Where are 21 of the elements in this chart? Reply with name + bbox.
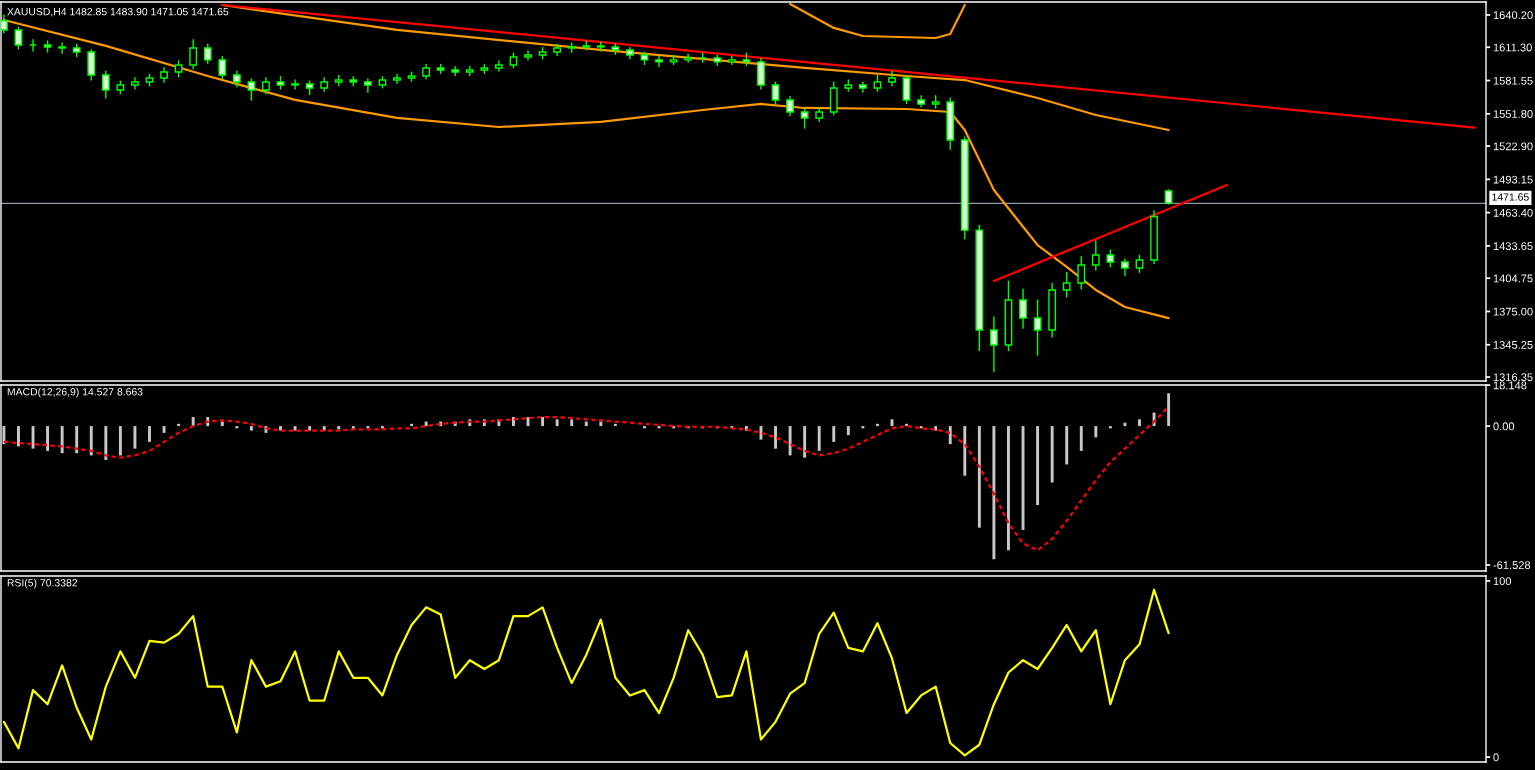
chart-title: MACD(12,26,9) 14.527 8.663 [7, 387, 143, 398]
y-tick-label: 1493.15 [1493, 175, 1533, 184]
y-tick-label: 0.00 [1493, 422, 1515, 431]
y-tick-label: 1375.00 [1493, 307, 1533, 316]
y-tick-label: 1522.90 [1493, 142, 1533, 151]
y-tick-label: -61.528 [1493, 561, 1531, 570]
y-tick-label: 0 [1493, 753, 1499, 762]
chart-title: RSI(5) 70.3382 [7, 578, 78, 589]
y-tick-label: 1345.25 [1493, 340, 1533, 349]
y-tick-label: 1404.75 [1493, 274, 1533, 283]
y-tick-label: 1551.80 [1493, 110, 1533, 118]
y-tick-label: 1581.55 [1493, 76, 1533, 85]
y-tick-label: 1433.65 [1493, 242, 1533, 251]
y-tick-label: 1463.40 [1493, 208, 1533, 217]
y-tick-label: 1316.35 [1493, 373, 1533, 382]
chart-title: XAUUSD,H4 1482.85 1483.90 1471.05 1471.65 [7, 7, 229, 17]
ref-line-label: 1471.65 [1492, 193, 1529, 201]
y-tick-label: 100 [1493, 577, 1512, 586]
y-tick-label: 18.148 [1493, 381, 1527, 390]
y-tick-label: 1611.30 [1493, 43, 1532, 52]
y-tick-label: 1640.20 [1493, 11, 1533, 20]
